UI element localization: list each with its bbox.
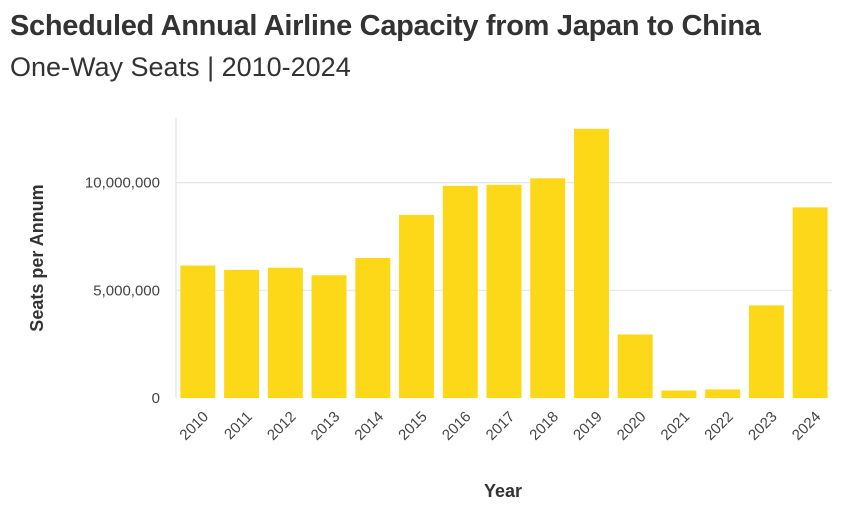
x-tick-label: 2022 — [701, 408, 737, 444]
x-tick-label: 2019 — [570, 408, 606, 444]
bar-2011 — [224, 269, 260, 398]
x-axis-title: Year — [484, 481, 522, 501]
bar-2014 — [355, 258, 391, 398]
bar-2020 — [617, 334, 653, 398]
x-tick-label: 2011 — [221, 408, 256, 443]
y-tick-label: 5,000,000 — [93, 282, 160, 299]
bar-2016 — [442, 185, 478, 398]
x-tick-label: 2020 — [614, 408, 650, 444]
y-tick-label: 0 — [152, 390, 160, 407]
bar-2017 — [486, 184, 522, 398]
x-tick-label: 2015 — [395, 408, 431, 444]
bar-2010 — [180, 265, 216, 398]
bar-2024 — [792, 207, 828, 398]
x-tick-label: 2018 — [526, 408, 562, 444]
chart-title: Scheduled Annual Airline Capacity from J… — [10, 10, 761, 42]
x-tick-label: 2024 — [789, 408, 825, 444]
bars — [180, 128, 828, 398]
bar-2019 — [573, 128, 609, 398]
y-axis-title: Seats per Annum — [27, 184, 47, 331]
bar-2023 — [748, 305, 784, 398]
x-axis-ticks: 2010 2011 2012 2013 2014 2015 2016 2017 2018 2019… — [176, 408, 824, 444]
y-axis-ticks: 0 5,000,000 10,000,000 — [85, 175, 160, 407]
x-tick-label: 2012 — [264, 408, 300, 444]
y-tick-label: 10,000,000 — [85, 175, 160, 192]
x-tick-label: 2017 — [483, 408, 519, 444]
x-tick-label: 2021 — [658, 408, 694, 444]
bar-2018 — [530, 178, 566, 398]
chart-subtitle: One-Way Seats | 2010-2024 — [10, 52, 351, 82]
x-tick-label: 2013 — [308, 408, 344, 444]
x-tick-label: 2010 — [176, 408, 212, 444]
x-tick-label: 2023 — [745, 408, 781, 444]
bar-2022 — [705, 389, 741, 398]
bar-2013 — [311, 275, 347, 398]
x-tick-label: 2014 — [351, 408, 387, 444]
bar-2012 — [267, 267, 303, 398]
x-tick-label: 2016 — [439, 408, 475, 444]
bar-2015 — [399, 214, 435, 398]
bar-2021 — [661, 390, 697, 398]
